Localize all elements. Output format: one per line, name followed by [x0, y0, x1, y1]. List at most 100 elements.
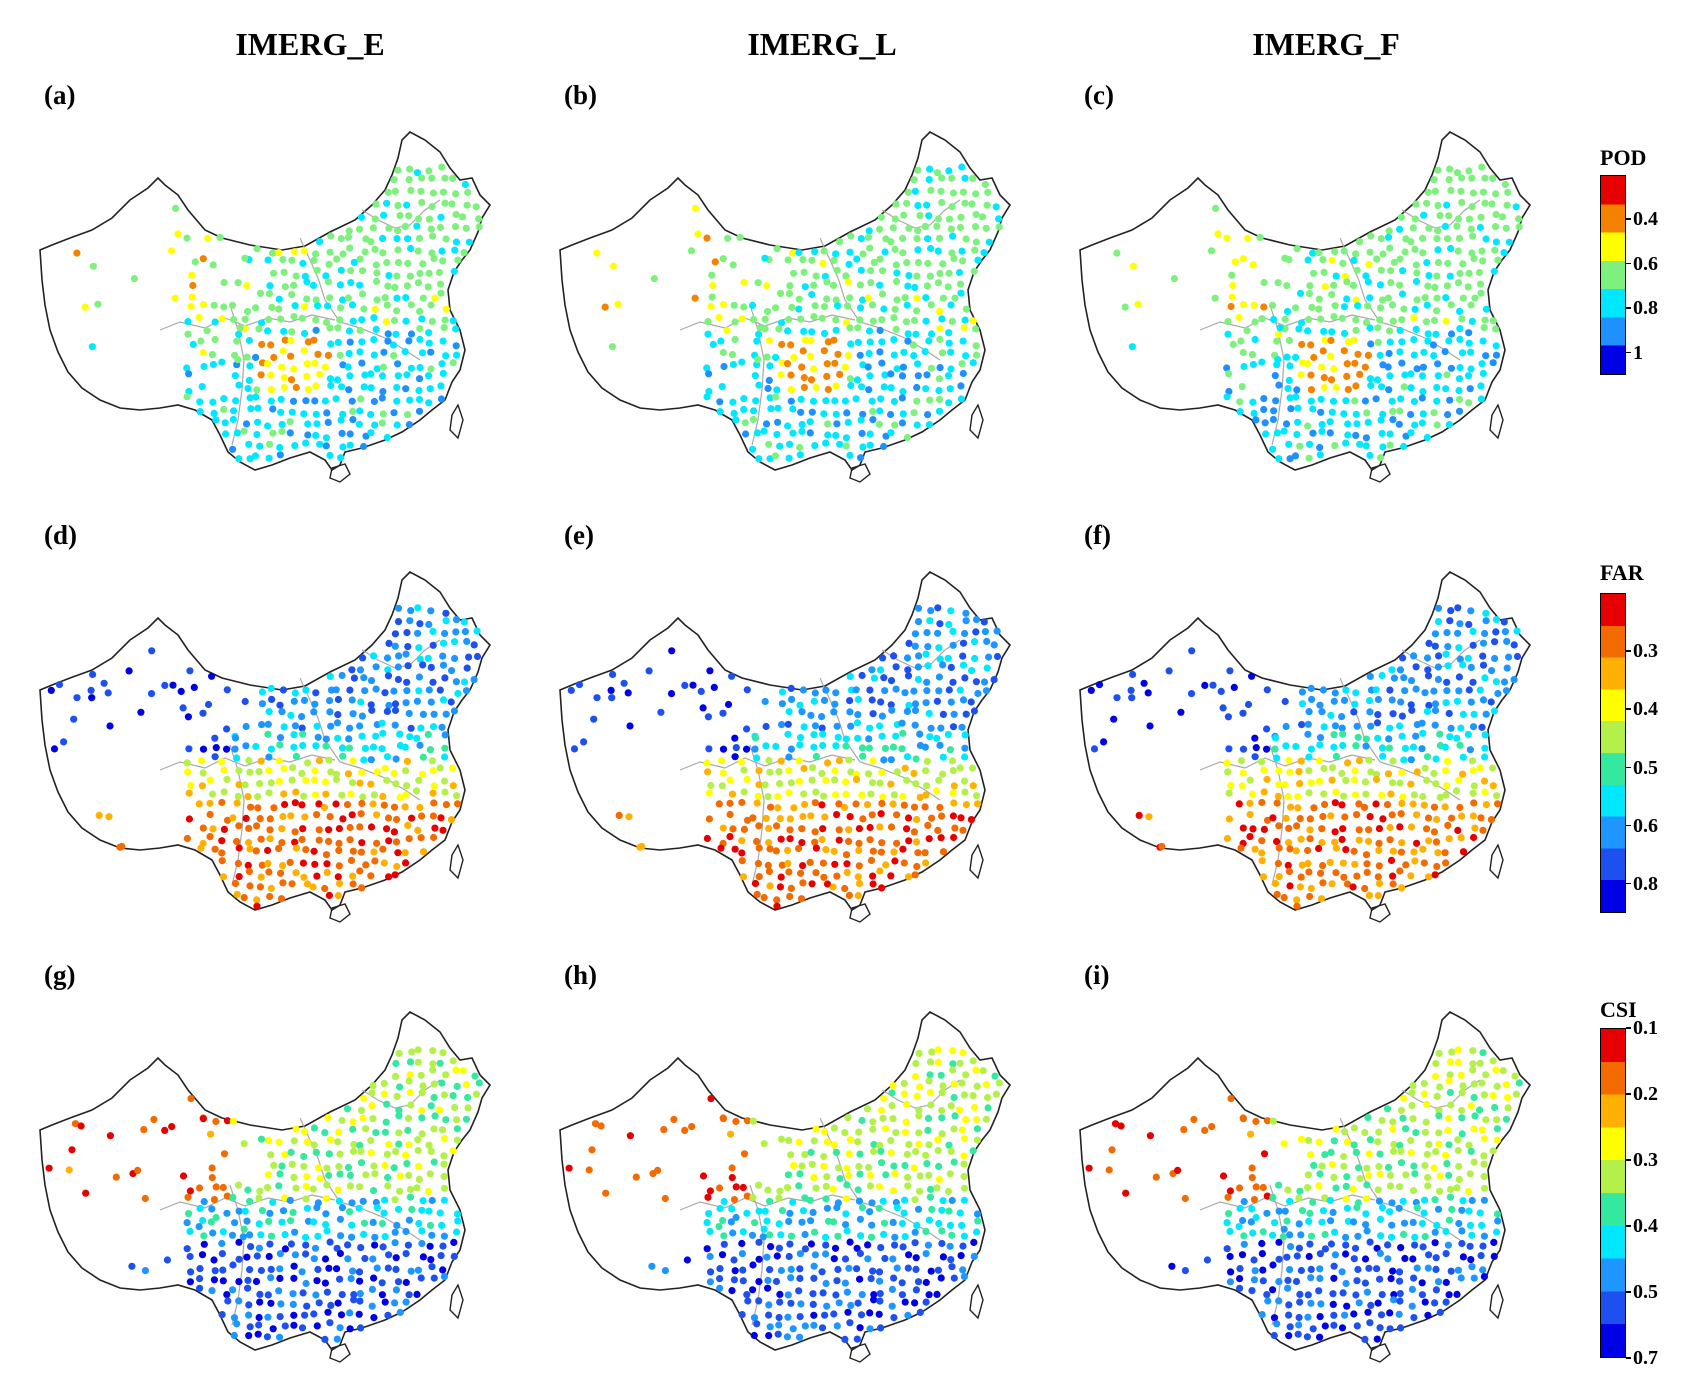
station-dot	[414, 247, 422, 255]
station-dot	[602, 1189, 610, 1197]
station-dot	[211, 845, 219, 853]
station-dot	[1270, 315, 1278, 324]
station-dot	[1466, 385, 1474, 393]
station-dot	[841, 1129, 849, 1137]
station-dot	[269, 249, 277, 257]
station-dot	[901, 1161, 909, 1170]
station-dot	[302, 1250, 310, 1258]
station-dot	[957, 814, 965, 822]
station-dot	[442, 801, 450, 809]
station-dot	[337, 266, 345, 274]
station-dot	[1425, 272, 1433, 280]
station-dot	[356, 823, 364, 831]
station-dot	[315, 836, 323, 844]
station-dot	[339, 815, 347, 823]
station-dot	[833, 1277, 841, 1285]
station-dot	[448, 667, 456, 675]
station-dot	[1410, 397, 1418, 406]
station-dot	[1444, 821, 1452, 829]
station-dot	[891, 305, 899, 313]
station-dot	[1494, 800, 1502, 808]
station-dot	[1410, 314, 1418, 322]
station-dot	[289, 1300, 297, 1308]
station-dot	[345, 227, 353, 235]
station-dot	[449, 764, 457, 772]
station-dot	[1490, 267, 1498, 275]
station-dot	[1223, 759, 1231, 767]
station-dot	[292, 844, 300, 852]
station-dot	[265, 290, 273, 298]
station-dot	[783, 1333, 791, 1341]
station-dot	[753, 837, 761, 846]
station-dot	[68, 1146, 76, 1154]
station-dot	[1353, 811, 1361, 819]
station-dot	[960, 1135, 969, 1143]
station-dot	[786, 440, 794, 448]
station-dot	[1488, 667, 1496, 675]
station-dot	[834, 302, 842, 310]
map-panel-pod-imerg-f: (c)	[1040, 60, 1540, 500]
station-dot	[1217, 687, 1225, 695]
station-dot	[1152, 1173, 1160, 1181]
station-dot	[311, 397, 319, 405]
station-dot	[842, 318, 851, 327]
station-dot	[275, 757, 283, 765]
station-dot	[689, 681, 697, 689]
station-dot	[1396, 867, 1404, 875]
station-dot	[1383, 801, 1392, 809]
station-dot	[327, 722, 335, 730]
station-dot	[904, 672, 913, 680]
station-dot	[1386, 724, 1394, 732]
station-dot	[258, 700, 266, 708]
station-dot	[926, 1071, 934, 1079]
station-dot	[1407, 756, 1415, 764]
station-dot	[1248, 1174, 1256, 1182]
station-dot	[1446, 1193, 1454, 1201]
station-dot	[383, 433, 391, 442]
station-dot	[1477, 395, 1485, 403]
station-dot	[321, 1129, 329, 1137]
station-dot	[869, 317, 877, 325]
station-dot	[267, 779, 275, 787]
station-dot	[1424, 188, 1432, 196]
station-dot	[1431, 1196, 1439, 1204]
station-dot	[731, 734, 739, 742]
station-dot	[429, 1060, 437, 1068]
station-dot	[1434, 166, 1442, 174]
station-dot	[1292, 353, 1300, 361]
station-dot	[1389, 407, 1397, 415]
station-dot	[1454, 1136, 1462, 1144]
station-dot	[439, 661, 448, 669]
station-dot	[449, 317, 457, 325]
station-dot	[947, 301, 955, 309]
station-dot	[1273, 429, 1281, 437]
station-dot	[1476, 1059, 1484, 1067]
station-dot	[893, 811, 901, 819]
station-dot	[65, 1166, 73, 1174]
station-dot	[947, 1102, 955, 1110]
station-dot	[801, 800, 809, 809]
station-dot	[1457, 1274, 1465, 1282]
station-dot	[810, 313, 818, 321]
station-dot	[846, 324, 854, 332]
station-dot	[357, 1324, 365, 1332]
station-dot	[1419, 792, 1427, 801]
station-dot	[1305, 789, 1313, 797]
station-dot	[1489, 782, 1497, 790]
station-dot	[419, 770, 427, 778]
station-dot	[254, 1330, 262, 1338]
station-dot	[959, 369, 967, 378]
station-dot	[796, 741, 804, 749]
station-dot	[292, 752, 300, 760]
station-dot	[439, 1049, 447, 1057]
station-dot	[898, 372, 907, 380]
country-border	[39, 1011, 492, 1352]
station-dot	[772, 1277, 781, 1286]
station-dot	[223, 1117, 232, 1125]
station-dot	[1090, 745, 1099, 753]
station-dot	[258, 861, 266, 869]
station-dot	[186, 1252, 194, 1261]
station-dot	[890, 1274, 898, 1282]
station-dot	[471, 1072, 479, 1080]
station-dot	[292, 383, 300, 392]
